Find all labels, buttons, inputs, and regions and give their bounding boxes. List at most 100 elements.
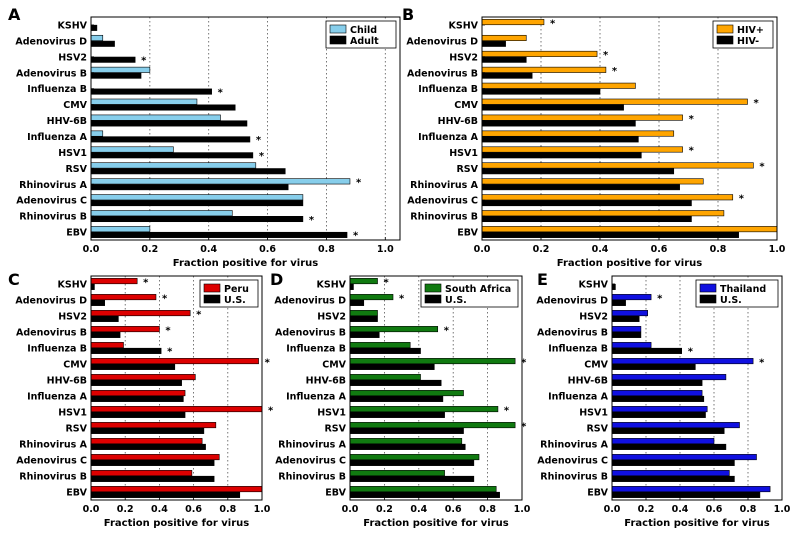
- bar-HIV-: [481, 200, 692, 207]
- category-label: Influenza A: [27, 392, 88, 403]
- legend-swatch: [329, 35, 347, 45]
- category-label: Influenza B: [27, 84, 87, 95]
- significance-star: *: [689, 114, 695, 125]
- panel-label: E: [537, 270, 548, 289]
- bar-Peru: [90, 374, 196, 381]
- bar-HIV-: [481, 120, 636, 127]
- legend-label: U.S.: [720, 295, 742, 306]
- bar-Child: [90, 194, 304, 201]
- bar-U.S.: [349, 491, 500, 498]
- category-label: Rhinovirus B: [410, 212, 478, 223]
- category-label: Adenovirus B: [407, 68, 478, 79]
- x-tick-label: 0.4: [200, 244, 217, 255]
- x-tick-label: 1.0: [769, 244, 786, 255]
- bar-Peru: [90, 470, 193, 477]
- bar-HIV+: [481, 130, 675, 137]
- significance-star: *: [521, 421, 527, 432]
- bar-Peru: [90, 486, 263, 493]
- bar-U.S.: [90, 331, 121, 338]
- legend-swatch: [699, 294, 717, 304]
- category-label: Adenovirus D: [15, 36, 87, 47]
- bar-U.S.: [349, 443, 466, 450]
- x-tick-label: 0.2: [117, 504, 134, 515]
- bar-Adult: [90, 56, 136, 63]
- legend-swatch: [716, 24, 734, 34]
- bar-Peru: [90, 390, 186, 397]
- bar-U.S.: [90, 395, 184, 402]
- panel-E: KSHV Adenovirus D * HSV2 Adenovirus B Influen…: [536, 270, 790, 529]
- category-label: Rhinovirus A: [410, 180, 478, 191]
- x-tick-label: 1.0: [254, 504, 271, 515]
- x-axis-label: Fraction positive for virus: [104, 518, 250, 529]
- legend-label: Thailand: [720, 284, 766, 295]
- x-tick-label: 0.2: [533, 244, 550, 255]
- category-label: HSV2: [58, 312, 87, 323]
- plot-frame: [349, 275, 523, 501]
- bar-HIV+: [481, 194, 734, 201]
- x-tick-label: 0.8: [740, 504, 757, 515]
- bar-Child: [90, 162, 257, 169]
- significance-star: *: [689, 146, 695, 157]
- significance-star: *: [268, 405, 274, 416]
- bar-HIV-: [481, 231, 739, 238]
- x-tick-label: 0.0: [83, 244, 100, 255]
- bar-South Africa: [349, 470, 445, 477]
- panel-label: A: [8, 5, 21, 24]
- bar-U.S.: [611, 299, 626, 306]
- significance-star: *: [162, 293, 168, 304]
- bar-U.S.: [349, 427, 464, 434]
- category-label: KSHV: [57, 280, 87, 291]
- x-tick-label: 0.2: [376, 504, 393, 515]
- legend-label: Peru: [224, 284, 249, 295]
- category-label: EBV: [66, 488, 87, 499]
- bar-Child: [90, 66, 151, 73]
- significance-star: *: [612, 66, 618, 77]
- category-label: Adenovirus D: [536, 296, 608, 307]
- category-label: HSV2: [58, 52, 87, 63]
- category-label: KSHV: [578, 280, 608, 291]
- bar-South Africa: [349, 310, 378, 317]
- category-label: HSV1: [579, 408, 608, 419]
- category-label: Influenza B: [548, 344, 608, 355]
- x-tick-label: 0.8: [318, 244, 335, 255]
- bar-U.S.: [611, 491, 761, 498]
- bar-Thailand: [611, 374, 727, 381]
- bar-South Africa: [349, 454, 480, 461]
- bar-HIV-: [481, 168, 675, 175]
- bar-HIV+: [481, 146, 683, 153]
- category-label: Adenovirus B: [16, 68, 87, 79]
- category-label: Influenza A: [548, 392, 609, 403]
- bar-Thailand: [611, 486, 771, 493]
- significance-star: *: [256, 135, 262, 146]
- x-tick-label: 0.8: [219, 504, 236, 515]
- significance-star: *: [521, 357, 527, 368]
- x-tick-label: 0.2: [141, 244, 158, 255]
- x-tick-label: 0.6: [259, 244, 276, 255]
- bar-South Africa: [349, 422, 516, 429]
- category-label: Adenovirus C: [16, 456, 87, 467]
- bar-HIV-: [481, 104, 624, 111]
- bar-U.S.: [611, 331, 642, 338]
- bar-Thailand: [611, 406, 708, 413]
- category-label: Rhinovirus B: [19, 212, 87, 223]
- panel-label: C: [8, 270, 20, 289]
- bar-U.S.: [611, 443, 727, 450]
- bar-U.S.: [611, 363, 696, 370]
- category-label: EBV: [66, 228, 87, 239]
- bar-Adult: [90, 200, 304, 207]
- category-label: Influenza A: [27, 132, 88, 143]
- category-label: Adenovirus B: [275, 328, 346, 339]
- category-label: Influenza B: [418, 84, 478, 95]
- x-tick-label: 0.6: [706, 504, 723, 515]
- category-label: HHV-6B: [568, 376, 608, 387]
- category-label: HSV2: [317, 312, 346, 323]
- legend-swatch: [424, 294, 442, 304]
- bar-U.S.: [90, 475, 215, 482]
- bar-HIV+: [481, 34, 527, 41]
- bar-Child: [90, 210, 233, 217]
- x-tick-label: 0.4: [151, 504, 168, 515]
- legend-label: HIV+: [737, 25, 764, 36]
- category-label: RSV: [65, 164, 87, 175]
